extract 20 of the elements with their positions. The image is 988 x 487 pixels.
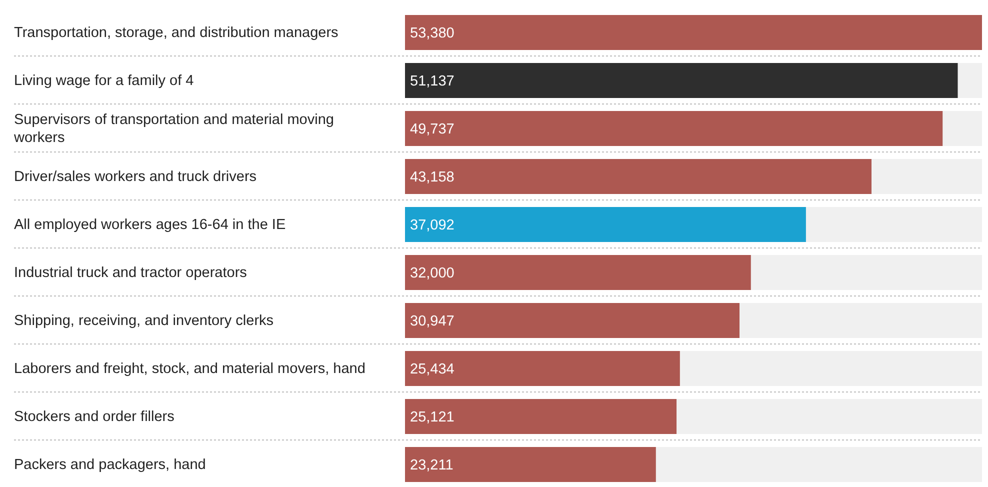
y-tick-label: Living wage for a family of 4 [14, 73, 194, 90]
data-label: 51,137 [410, 74, 454, 90]
y-tick-label: Transportation, storage, and distribution managers [14, 25, 338, 42]
y-tick-label: Industrial truck and tractor operators [14, 265, 247, 282]
data-label: 43,158 [410, 170, 454, 186]
y-tick-label: Supervisors of transportation and material moving workers [13, 112, 334, 146]
y-tick-label: Laborers and freight, stock, and material movers, hand [14, 361, 366, 378]
data-label: 30,947 [410, 314, 454, 330]
y-tick-label: Stockers and order fillers [14, 409, 174, 426]
data-label: 32,000 [410, 266, 454, 282]
data-label: 37,092 [410, 218, 454, 234]
data-label: 23,211 [410, 458, 454, 474]
data-label: 25,121 [410, 410, 454, 426]
data-label: 53,380 [410, 26, 454, 42]
y-tick-label: Packers and packagers, hand [14, 457, 206, 474]
data-label: 49,737 [410, 122, 454, 138]
y-tick-label: All employed workers ages 16-64 in the IE [14, 217, 286, 234]
y-tick-label: Driver/sales workers and truck drivers [14, 169, 257, 186]
data-label: 25,434 [410, 362, 454, 378]
y-tick-label: Shipping, receiving, and inventory clerks [14, 313, 274, 330]
